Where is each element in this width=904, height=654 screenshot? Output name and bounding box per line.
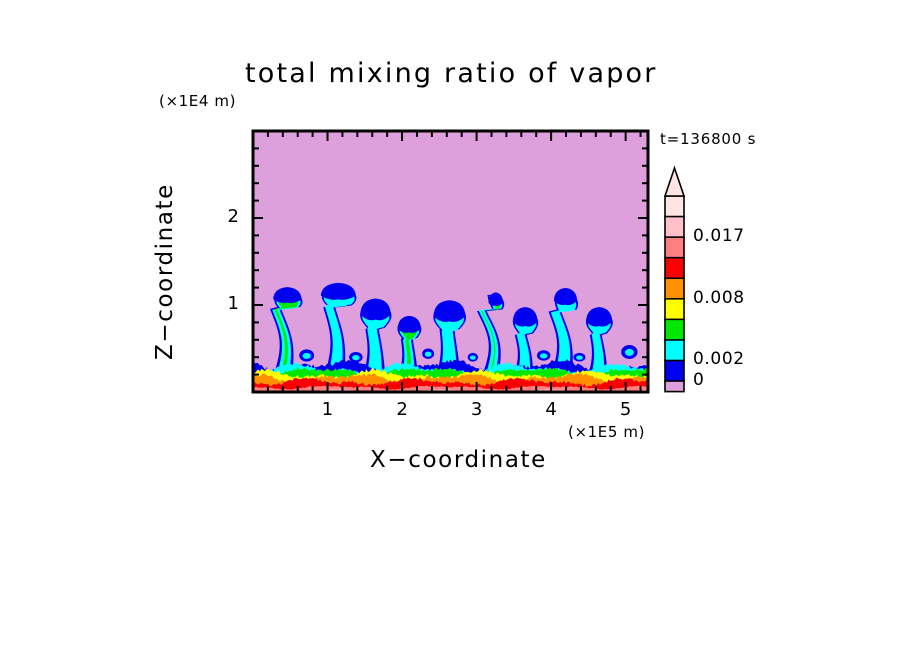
x-axis-unit-label: (×1E5 m) <box>568 423 646 441</box>
colorbar-label: 0.002 <box>693 349 745 370</box>
colorbar-label: 0.008 <box>693 287 745 308</box>
x-tick-label: 5 <box>619 399 632 420</box>
y-tick-label: 2 <box>227 206 239 227</box>
y-axis-unit-label: (×1E4 m) <box>159 92 237 110</box>
y-tick-label: 1 <box>227 293 239 314</box>
colorbar-layer <box>663 165 686 393</box>
x-tick-label: 2 <box>396 399 408 420</box>
colorbar-label: 0.017 <box>693 226 745 247</box>
page-title: total mixing ratio of vapor <box>245 58 658 89</box>
axes-frame-layer <box>251 129 650 394</box>
x-tick-label: 3 <box>470 399 483 420</box>
x-tick-label: 1 <box>321 399 334 420</box>
scalar-field-layer <box>253 131 648 392</box>
time-annotation: t=136800 s <box>660 130 757 148</box>
colorbar-label: 0 <box>693 370 705 391</box>
x-axis-title: X−coordinate <box>370 447 547 473</box>
x-tick-label: 4 <box>545 399 557 420</box>
